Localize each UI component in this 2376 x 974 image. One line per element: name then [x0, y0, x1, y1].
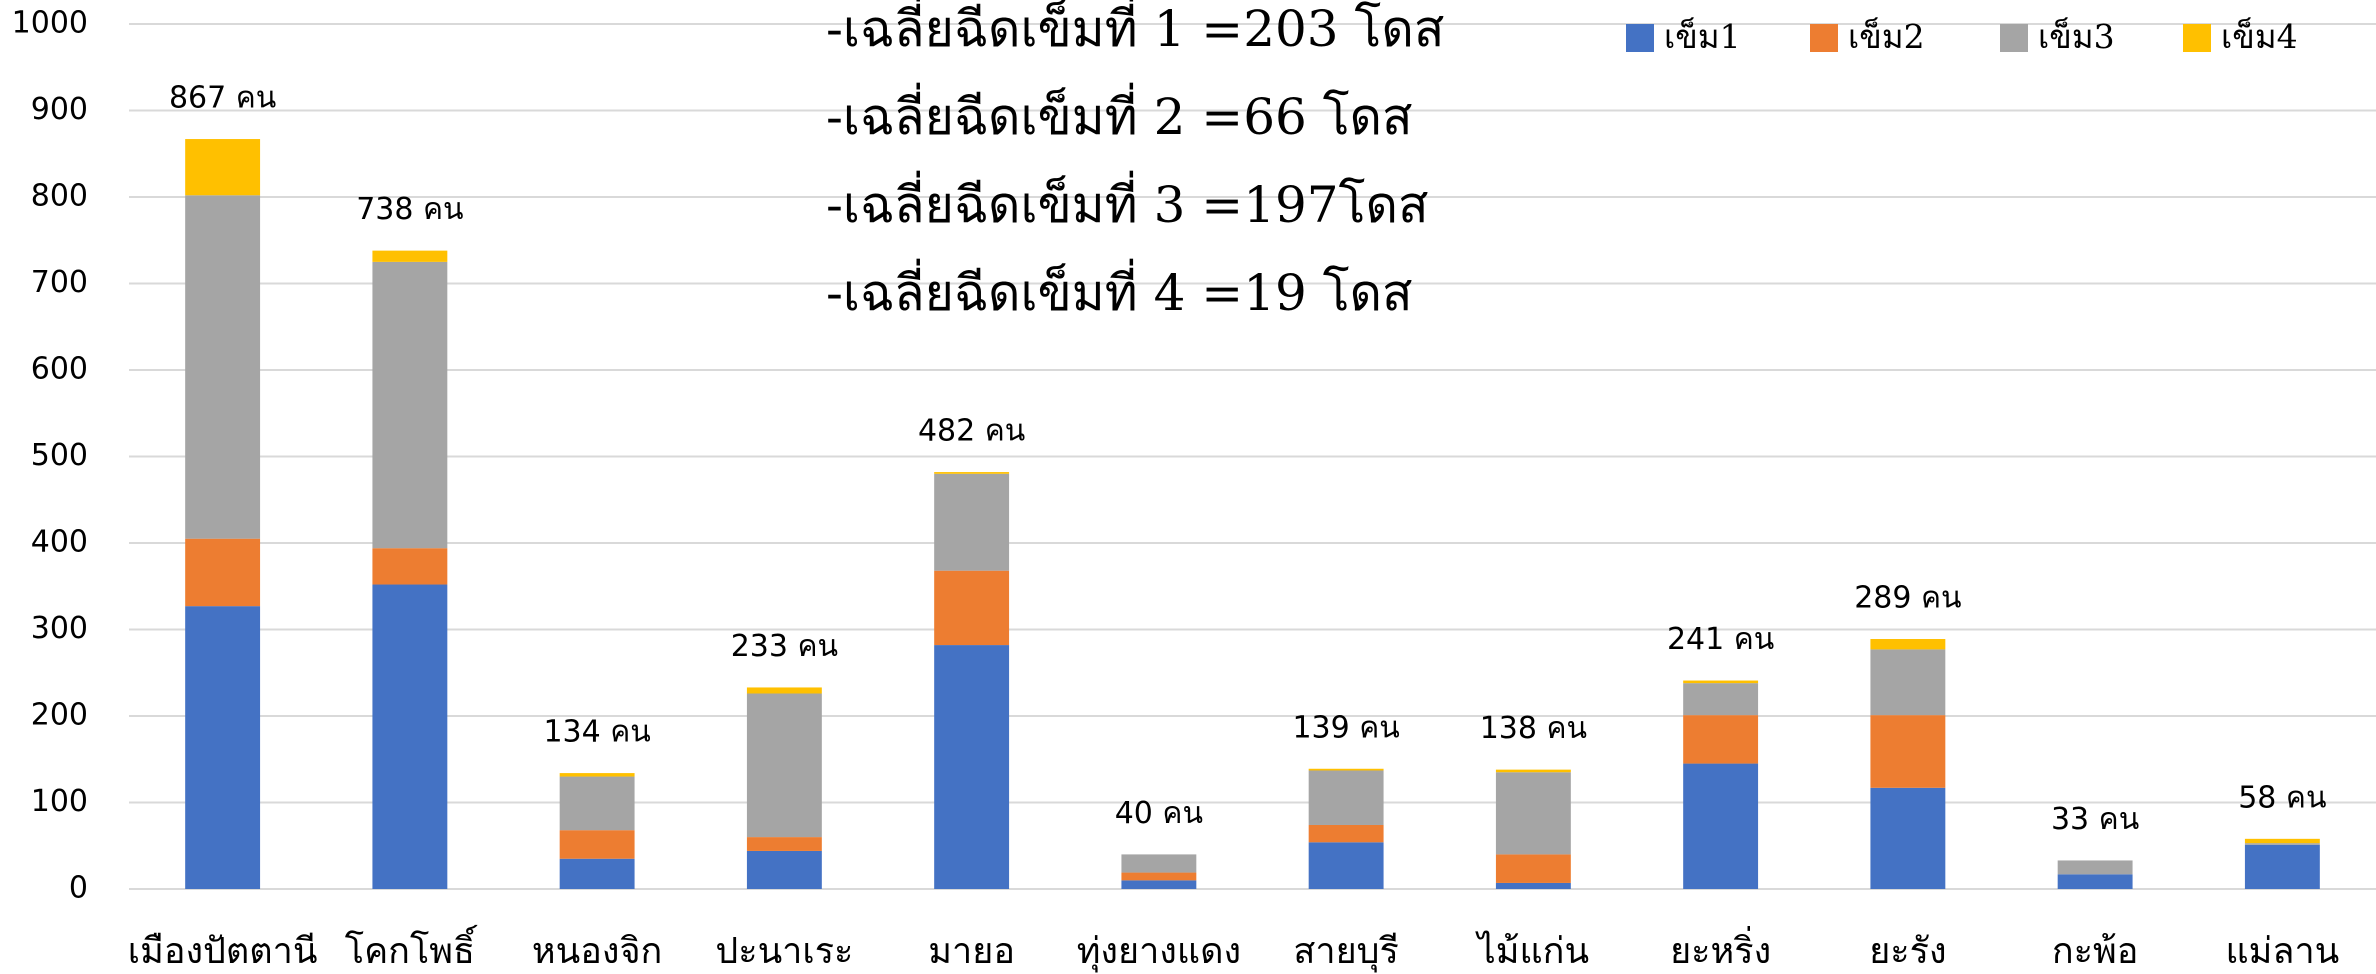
y-tick-label: 400 [31, 525, 88, 560]
legend-swatch [2183, 24, 2211, 52]
bar-segment [1683, 680, 1759, 684]
bar-segment [1308, 824, 1384, 843]
bar-segment [559, 830, 635, 859]
x-tick-label: กะพ้อ [2052, 931, 2138, 972]
bar-segment [2244, 844, 2320, 889]
bar-segment [1683, 715, 1759, 764]
total-label: 482 คน [918, 414, 1025, 449]
bar-segment [1495, 854, 1571, 883]
total-label: 58 คน [2238, 780, 2326, 815]
bar-segment [185, 195, 261, 539]
bar-segment [2057, 860, 2133, 875]
x-tick-label: แม่ลาน [2225, 931, 2339, 972]
y-tick-label: 700 [31, 265, 88, 300]
y-tick-label: 500 [31, 438, 88, 473]
x-tick-label: ยะรัง [1869, 931, 1946, 972]
bar-segment [2244, 838, 2320, 844]
annotation: -เฉลี่ยฉีดเข็มที่ 2 =66 โดส [826, 83, 1413, 146]
x-tick-label: ปะนาเระ [715, 931, 853, 972]
total-label: 139 คน [1292, 710, 1399, 745]
annotation: -เฉลี่ยฉีดเข็มที่ 4 =19 โดส [826, 259, 1413, 322]
bar-segment [372, 548, 448, 585]
bar-segment [934, 645, 1010, 889]
bar-segment [1495, 882, 1571, 889]
bar-segment [746, 693, 822, 838]
bar-segment [1121, 854, 1197, 873]
bar-segment [1870, 787, 1946, 889]
bar-segment [1870, 649, 1946, 716]
y-tick-label: 100 [31, 784, 88, 819]
total-label: 40 คน [1115, 796, 1203, 831]
total-label: 289 คน [1854, 581, 1961, 616]
total-label: 867 คน [169, 81, 276, 116]
x-tick-label: ไม้แก่น [1475, 930, 1589, 972]
bar-segment [559, 776, 635, 831]
x-tick-label: โคกโพธิ์ [345, 924, 478, 972]
bar-segment [746, 850, 822, 889]
bar-segment [372, 250, 448, 262]
total-label: 134 คน [543, 715, 650, 750]
x-tick-label: เมืองปัตตานี [128, 931, 318, 972]
bar-segment [372, 261, 448, 549]
bar-segment [1308, 770, 1384, 825]
x-tick-label: ทุ่งยางแดง [1077, 931, 1241, 973]
bar-segment [2244, 843, 2320, 845]
bar-segment [746, 687, 822, 694]
legend-label: เข็ม4 [2221, 17, 2298, 56]
bar-segment [934, 570, 1010, 646]
legend-label: เข็ม3 [2038, 17, 2115, 56]
bar-segment [185, 538, 261, 607]
bar-segment [1495, 772, 1571, 855]
legend-swatch [2000, 24, 2028, 52]
legend-label: เข็ม2 [1848, 17, 1925, 56]
bar-segment [185, 139, 261, 196]
y-tick-label: 900 [31, 92, 88, 127]
y-tick-label: 200 [31, 698, 88, 733]
bar-segment [1870, 639, 1946, 650]
y-tick-label: 0 [69, 871, 88, 906]
total-label: 138 คน [1480, 711, 1587, 746]
total-label: 233 คน [731, 629, 838, 664]
y-tick-label: 1000 [12, 6, 88, 41]
annotation: -เฉลี่ยฉีดเข็มที่ 3 =197โดส [826, 171, 1428, 234]
x-tick-label: สายบุรี [1293, 931, 1398, 973]
legend-label: เข็ม1 [1664, 17, 1741, 56]
bar-segment [1308, 842, 1384, 889]
bar-segment [1683, 683, 1759, 716]
bar-segment [1121, 872, 1197, 881]
bar-segment [559, 858, 635, 889]
annotation: -เฉลี่ยฉีดเข็มที่ 1 =203 โดส [826, 0, 1444, 58]
total-label: 33 คน [2051, 802, 2139, 837]
x-tick-label: มายอ [928, 931, 1015, 972]
bar-segment [559, 773, 635, 777]
x-tick-label: ยะหริ่ง [1670, 926, 1771, 972]
legend-swatch [1810, 24, 1838, 52]
bar-segment [1870, 715, 1946, 788]
bar-segment [372, 584, 448, 889]
y-tick-label: 800 [31, 179, 88, 214]
total-label: 738 คน [356, 192, 463, 227]
bar-segment [1495, 769, 1571, 773]
bar-segment [934, 472, 1010, 474]
x-tick-label: หนองจิก [532, 931, 662, 972]
bar-segment [2057, 874, 2133, 889]
y-tick-label: 300 [31, 611, 88, 646]
bar-segment [185, 606, 261, 889]
total-label: 241 คน [1667, 622, 1774, 657]
bar-segment [1121, 880, 1197, 889]
bar-segment [746, 837, 822, 851]
y-tick-label: 600 [31, 352, 88, 387]
legend-swatch [1626, 24, 1654, 52]
bar-segment [1683, 763, 1759, 889]
bar-segment [1308, 768, 1384, 771]
bar-segment [934, 473, 1010, 571]
